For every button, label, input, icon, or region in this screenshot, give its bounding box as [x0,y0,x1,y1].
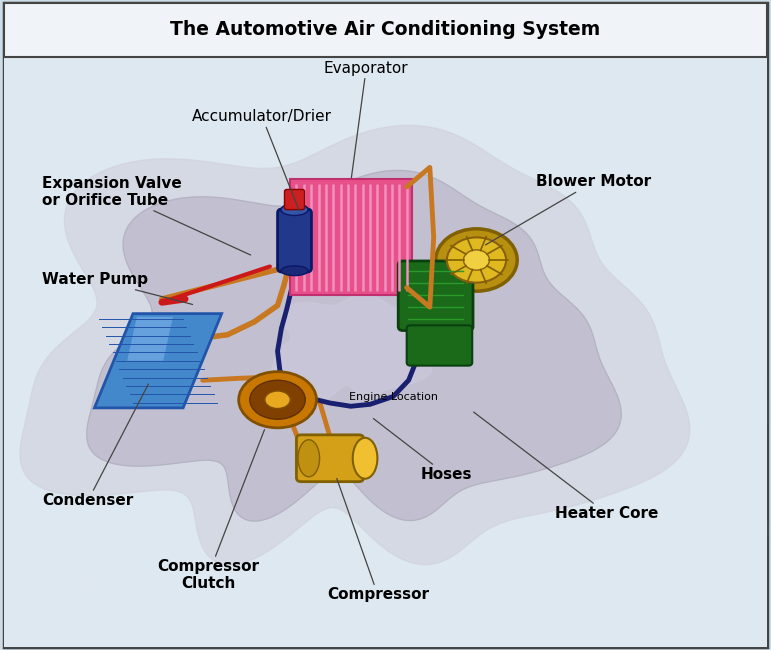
Text: Water Pump: Water Pump [42,272,193,304]
Text: Compressor: Compressor [327,478,429,603]
Ellipse shape [436,229,517,291]
Text: Condenser: Condenser [42,384,149,508]
FancyBboxPatch shape [296,435,364,482]
Text: Hoses: Hoses [373,419,472,482]
FancyBboxPatch shape [289,179,412,295]
Polygon shape [20,125,690,565]
Text: Blower Motor: Blower Motor [486,174,651,245]
FancyBboxPatch shape [4,55,767,647]
FancyBboxPatch shape [4,3,767,647]
Ellipse shape [298,439,319,477]
Text: The Automotive Air Conditioning System: The Automotive Air Conditioning System [170,20,601,40]
Polygon shape [127,317,173,361]
Ellipse shape [265,391,290,409]
Ellipse shape [281,266,308,276]
Text: Accumulator/Drier: Accumulator/Drier [192,109,332,211]
FancyBboxPatch shape [407,325,472,365]
Text: Compressor
Clutch: Compressor Clutch [157,430,264,592]
FancyBboxPatch shape [398,261,473,330]
Ellipse shape [239,372,316,428]
Ellipse shape [281,204,308,216]
Polygon shape [271,294,432,400]
Ellipse shape [352,438,377,478]
Ellipse shape [447,237,506,283]
Polygon shape [87,170,621,521]
Ellipse shape [463,250,490,270]
Text: Heater Core: Heater Core [473,412,658,521]
Text: Evaporator: Evaporator [324,60,409,178]
FancyBboxPatch shape [4,3,767,57]
Ellipse shape [250,380,305,419]
Polygon shape [94,314,222,408]
FancyBboxPatch shape [284,190,305,209]
Text: Expansion Valve
or Orifice Tube: Expansion Valve or Orifice Tube [42,176,251,255]
Text: Engine Location: Engine Location [348,391,438,402]
FancyBboxPatch shape [278,209,311,272]
